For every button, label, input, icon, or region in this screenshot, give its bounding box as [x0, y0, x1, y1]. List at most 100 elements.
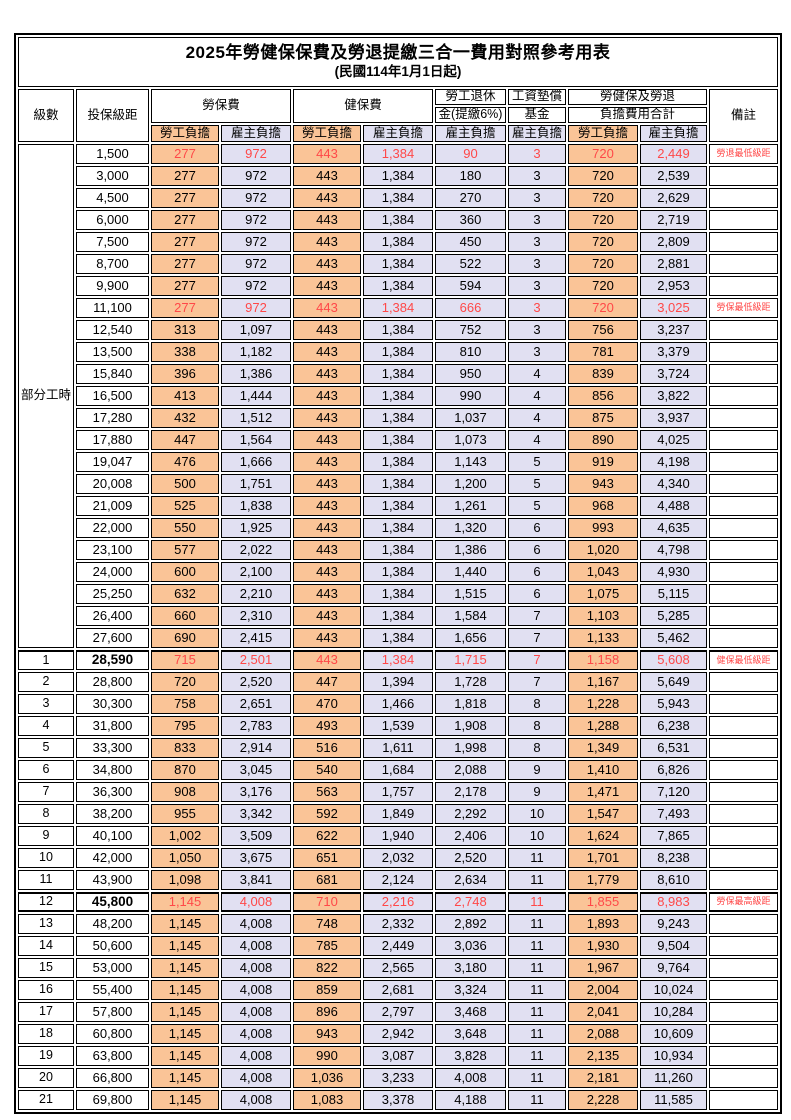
value-cell: 2,088 — [568, 1024, 638, 1044]
subheader-total-employer: 雇主負擔 — [640, 125, 707, 142]
value-cell: 1,564 — [221, 430, 291, 450]
table-row: 18 60,800 1,145 4,008 943 2,942 3,648 11 2,088 10… — [18, 1024, 778, 1044]
value-cell: 720 — [151, 672, 219, 692]
level-cell: 21 — [18, 1090, 74, 1110]
level-cell: 14 — [18, 936, 74, 956]
value-cell: 6 — [508, 540, 566, 560]
value-cell: 2,783 — [221, 716, 291, 736]
value-cell: 908 — [151, 782, 219, 802]
value-cell: 4,188 — [435, 1090, 506, 1110]
bracket-cell: 36,300 — [76, 782, 149, 802]
subheader-labor-employee: 勞工負擔 — [151, 125, 219, 142]
value-cell: 3 — [508, 276, 566, 296]
value-cell: 1,751 — [221, 474, 291, 494]
value-cell: 1,145 — [151, 1090, 219, 1110]
value-cell: 710 — [293, 892, 361, 912]
value-cell: 2,565 — [363, 958, 433, 978]
level-cell: 11 — [18, 870, 74, 890]
value-cell: 5,608 — [640, 650, 707, 670]
value-cell: 443 — [293, 232, 361, 252]
remark-cell — [709, 232, 778, 252]
value-cell: 1,145 — [151, 1024, 219, 1044]
value-cell: 7 — [508, 672, 566, 692]
value-cell: 720 — [568, 210, 638, 230]
value-cell: 443 — [293, 606, 361, 626]
value-cell: 600 — [151, 562, 219, 582]
table-row: 4,500 277 972 443 1,384 270 3 720 2,629 — [18, 188, 778, 208]
value-cell: 1,384 — [363, 474, 433, 494]
value-cell: 2,809 — [640, 232, 707, 252]
header-row-3: 勞工負擔 雇主負擔 勞工負擔 雇主負擔 雇主負擔 雇主負擔 勞工負擔 雇主負擔 — [18, 125, 778, 142]
value-cell: 1,097 — [221, 320, 291, 340]
table-row: 20 66,800 1,145 4,008 1,036 3,233 4,008 11 2,181… — [18, 1068, 778, 1088]
bracket-cell: 31,800 — [76, 716, 149, 736]
value-cell: 5 — [508, 452, 566, 472]
value-cell: 3,378 — [363, 1090, 433, 1110]
value-cell: 972 — [221, 232, 291, 252]
bracket-cell: 3,000 — [76, 166, 149, 186]
value-cell: 890 — [568, 430, 638, 450]
value-cell: 2,310 — [221, 606, 291, 626]
bracket-cell: 27,600 — [76, 628, 149, 648]
table-row: 19,047 476 1,666 443 1,384 1,143 5 919 4,198 — [18, 452, 778, 472]
bracket-cell: 60,800 — [76, 1024, 149, 1044]
remark-cell — [709, 166, 778, 186]
value-cell: 839 — [568, 364, 638, 384]
table-row: 13,500 338 1,182 443 1,384 810 3 781 3,379 — [18, 342, 778, 362]
value-cell: 1,145 — [151, 914, 219, 934]
table-row: 16 55,400 1,145 4,008 859 2,681 3,324 11 2,004 10… — [18, 980, 778, 1000]
value-cell: 1,384 — [363, 276, 433, 296]
value-cell: 3 — [508, 342, 566, 362]
value-cell: 4,008 — [221, 1046, 291, 1066]
bracket-cell: 55,400 — [76, 980, 149, 1000]
remark-cell — [709, 430, 778, 450]
value-cell: 1,036 — [293, 1068, 361, 1088]
remark-cell — [709, 1090, 778, 1110]
value-cell: 4,008 — [221, 980, 291, 1000]
value-cell: 1,145 — [151, 958, 219, 978]
value-cell: 1,466 — [363, 694, 433, 714]
value-cell: 2,942 — [363, 1024, 433, 1044]
value-cell: 632 — [151, 584, 219, 604]
value-cell: 11 — [508, 1090, 566, 1110]
value-cell: 2,501 — [221, 650, 291, 670]
subheader-pension-employer: 雇主負擔 — [435, 125, 506, 142]
value-cell: 5,462 — [640, 628, 707, 648]
value-cell: 756 — [568, 320, 638, 340]
value-cell: 443 — [293, 650, 361, 670]
value-cell: 4,025 — [640, 430, 707, 450]
value-cell: 2,022 — [221, 540, 291, 560]
value-cell: 277 — [151, 188, 219, 208]
table-row: 21 69,800 1,145 4,008 1,083 3,378 4,188 11 2,228… — [18, 1090, 778, 1110]
value-cell: 1,998 — [435, 738, 506, 758]
table-row: 7,500 277 972 443 1,384 450 3 720 2,809 — [18, 232, 778, 252]
value-cell: 3,233 — [363, 1068, 433, 1088]
table-body: 部分工時 1,500 277 972 443 1,384 90 3 720 2,449 勞退最低級距… — [18, 144, 778, 1110]
value-cell: 443 — [293, 276, 361, 296]
bracket-cell: 33,300 — [76, 738, 149, 758]
value-cell: 10,934 — [640, 1046, 707, 1066]
value-cell: 1,666 — [221, 452, 291, 472]
value-cell: 2,520 — [435, 848, 506, 868]
level-cell: 8 — [18, 804, 74, 824]
value-cell: 822 — [293, 958, 361, 978]
value-cell: 2,216 — [363, 892, 433, 912]
value-cell: 11 — [508, 1046, 566, 1066]
bracket-cell: 48,200 — [76, 914, 149, 934]
value-cell: 795 — [151, 716, 219, 736]
bracket-cell: 69,800 — [76, 1090, 149, 1110]
value-cell: 11 — [508, 1068, 566, 1088]
table-row: 7 36,300 908 3,176 563 1,757 2,178 9 1,471 7,120 — [18, 782, 778, 802]
value-cell: 972 — [221, 210, 291, 230]
value-cell: 2,651 — [221, 694, 291, 714]
page-title: 2025年勞健保保費及勞退提繳三合一費用對照參考用表 — [185, 43, 611, 63]
value-cell: 1,624 — [568, 826, 638, 846]
value-cell: 7,865 — [640, 826, 707, 846]
value-cell: 10,284 — [640, 1002, 707, 1022]
level-cell: 3 — [18, 694, 74, 714]
level-cell: 4 — [18, 716, 74, 736]
col-header-pension-line2: 金(提繳6%) — [435, 107, 506, 123]
remark-cell — [709, 804, 778, 824]
value-cell: 5 — [508, 474, 566, 494]
value-cell: 1,384 — [363, 210, 433, 230]
